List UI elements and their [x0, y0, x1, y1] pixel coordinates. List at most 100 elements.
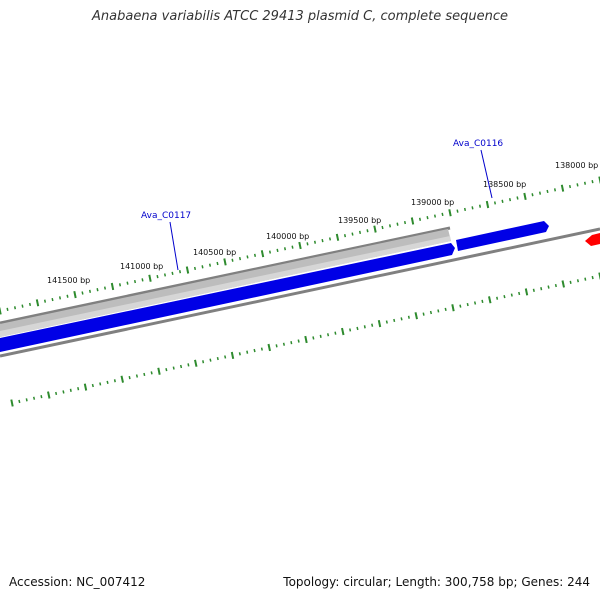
outer-ring-minor-tick [576, 183, 579, 187]
inner-ring-minor-tick [400, 317, 403, 321]
outer-ring-major-tick [448, 209, 452, 217]
inner-ring-major-tick [230, 351, 235, 360]
inner-ring-major-tick [120, 375, 124, 383]
outer-ring-minor-tick [568, 184, 572, 189]
outer-ring-major-tick [73, 290, 77, 299]
outer-ring-major-tick [223, 258, 227, 266]
inner-ring-minor-tick [349, 328, 352, 332]
gene-label-leader-ava-c0116 [480, 149, 493, 199]
inner-ring-major-tick [83, 383, 88, 391]
outer-ring-minor-tick [441, 212, 444, 217]
outer-ring-minor-tick [231, 258, 234, 262]
outer-ring-major-tick [35, 299, 40, 307]
tick-label-138000: 138000 bp [555, 161, 598, 170]
inner-ring-minor-tick [569, 280, 572, 284]
red-feature[interactable] [585, 233, 600, 246]
inner-ring-minor-tick [334, 331, 337, 335]
inner-ring-minor-tick [422, 312, 425, 316]
inner-ring-minor-tick [69, 388, 72, 392]
inner-ring-major-tick [377, 319, 382, 328]
inner-ring-minor-tick [113, 379, 116, 383]
inner-ring-major-tick [451, 304, 455, 312]
inner-ring-minor-tick [407, 315, 410, 319]
inner-ring-minor-tick [25, 398, 28, 402]
outer-ring-minor-tick [388, 224, 392, 228]
outer-ring-minor-tick [51, 297, 54, 302]
tick-label-139000: 139000 bp [411, 198, 454, 207]
outer-ring-minor-tick [28, 302, 32, 307]
inner-ring-minor-tick [18, 399, 21, 404]
inner-ring-minor-tick [554, 283, 557, 288]
outer-ring-minor-tick [531, 193, 534, 197]
outer-ring-minor-tick [426, 216, 429, 220]
gene-label-ava-c0116[interactable]: Ava_C0116 [453, 139, 503, 149]
gene-label-ava-c0117[interactable]: Ava_C0117 [141, 211, 191, 221]
reverse-gene-bar-shade [0, 236, 451, 337]
inner-ring-major-tick [524, 288, 529, 296]
inner-ring-minor-tick [165, 368, 168, 372]
outer-ring-minor-tick [178, 270, 182, 274]
summary-label: Topology: circular; Length: 300,758 bp; … [283, 575, 590, 589]
outer-ring-minor-tick [96, 288, 99, 292]
tick-label-140500: 140500 bp [193, 248, 236, 257]
inner-ring-minor-tick [503, 295, 506, 299]
outer-ring-minor-tick [21, 304, 24, 308]
outer-ring-minor-tick [238, 256, 242, 261]
tick-label-140000: 140000 bp [266, 232, 309, 241]
inner-ring-minor-tick [532, 288, 535, 292]
outer-ring-minor-tick [126, 281, 129, 285]
inner-ring-minor-tick [91, 383, 94, 388]
inner-ring-minor-tick [99, 382, 102, 386]
inner-ring-minor-tick [385, 320, 388, 324]
outer-tick-ring [0, 176, 600, 315]
inner-ring-major-tick [194, 359, 198, 367]
outer-ring-major-tick [110, 282, 115, 291]
map-title: Anabaena variabilis ATCC 29413 plasmid C… [92, 9, 508, 24]
outer-ring-minor-tick [366, 229, 369, 233]
inner-ring-minor-tick [32, 396, 36, 400]
inner-ring-minor-tick [473, 301, 477, 305]
inner-ring-major-tick [414, 312, 418, 320]
inner-ring-major-tick [304, 335, 308, 344]
inner-ring-minor-tick [224, 355, 227, 359]
outer-ring-minor-tick [216, 261, 219, 266]
inner-ring-minor-tick [444, 307, 447, 311]
outer-ring-minor-tick [193, 266, 197, 271]
inner-ring-minor-tick [202, 360, 205, 364]
outer-ring-minor-tick [163, 273, 167, 277]
inner-ring-minor-tick [282, 342, 286, 346]
accession-label: Accession: NC_007412 [9, 575, 146, 589]
inner-ring-minor-tick [297, 339, 300, 343]
outer-ring-minor-tick [208, 263, 212, 267]
outer-ring-major-tick [373, 225, 377, 233]
outer-ring-minor-tick [553, 188, 557, 192]
outer-ring-minor-tick [6, 307, 9, 311]
inner-ring-minor-tick [326, 333, 330, 337]
outer-ring-major-tick [523, 192, 527, 201]
inner-ring-minor-tick [496, 296, 499, 300]
outer-ring-minor-tick [493, 201, 497, 205]
forward-gene-ava-c0116[interactable] [456, 221, 549, 251]
outer-ring-minor-tick [463, 207, 467, 212]
outer-ring-minor-tick [276, 248, 279, 253]
outer-ring-minor-tick [396, 222, 399, 226]
inner-ring-minor-tick [55, 391, 58, 396]
outer-ring-minor-tick [306, 242, 309, 246]
inner-ring-minor-tick [547, 285, 550, 289]
inner-ring-minor-tick [216, 356, 219, 361]
inner-ring-minor-tick [187, 363, 190, 367]
outer-ring-minor-tick [321, 238, 324, 243]
inner-ring-minor-tick [510, 293, 513, 297]
forward-gene-ava-c0117[interactable] [0, 243, 455, 352]
outer-ring-minor-tick [351, 232, 354, 236]
outer-ring-minor-tick [103, 286, 107, 290]
outer-ring-minor-tick [591, 180, 594, 184]
inner-ring-minor-tick [576, 279, 580, 283]
inner-ring-minor-tick [260, 347, 263, 351]
outer-ring-major-tick [410, 217, 415, 225]
outer-ring-minor-tick [268, 250, 272, 254]
outer-ring-minor-tick [328, 237, 332, 241]
outer-ring-minor-tick [343, 234, 347, 238]
inner-ring-minor-tick [179, 364, 183, 369]
